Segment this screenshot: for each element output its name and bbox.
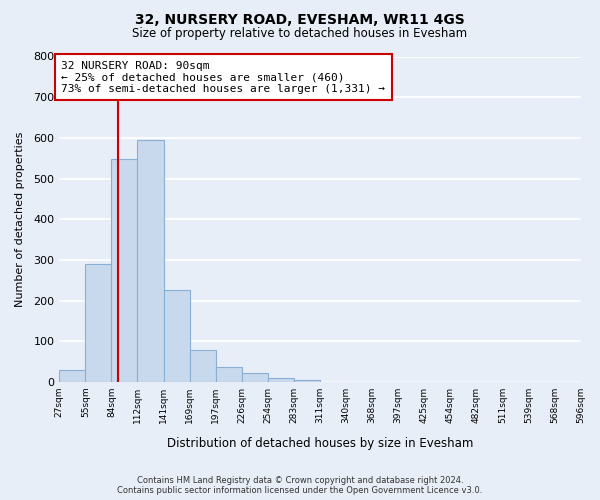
Bar — [215, 367, 242, 382]
Bar — [294, 380, 320, 382]
Text: Size of property relative to detached houses in Evesham: Size of property relative to detached ho… — [133, 28, 467, 40]
Bar — [164, 290, 190, 382]
Bar — [112, 159, 137, 382]
Bar — [137, 140, 164, 382]
Bar — [190, 350, 215, 382]
X-axis label: Distribution of detached houses by size in Evesham: Distribution of detached houses by size … — [167, 437, 473, 450]
Bar — [85, 264, 112, 382]
Text: Contains HM Land Registry data © Crown copyright and database right 2024.
Contai: Contains HM Land Registry data © Crown c… — [118, 476, 482, 495]
Bar — [242, 373, 268, 382]
Bar — [59, 370, 85, 382]
Bar — [268, 378, 294, 382]
Y-axis label: Number of detached properties: Number of detached properties — [15, 132, 25, 307]
Text: 32 NURSERY ROAD: 90sqm
← 25% of detached houses are smaller (460)
73% of semi-de: 32 NURSERY ROAD: 90sqm ← 25% of detached… — [61, 60, 385, 94]
Text: 32, NURSERY ROAD, EVESHAM, WR11 4GS: 32, NURSERY ROAD, EVESHAM, WR11 4GS — [135, 12, 465, 26]
